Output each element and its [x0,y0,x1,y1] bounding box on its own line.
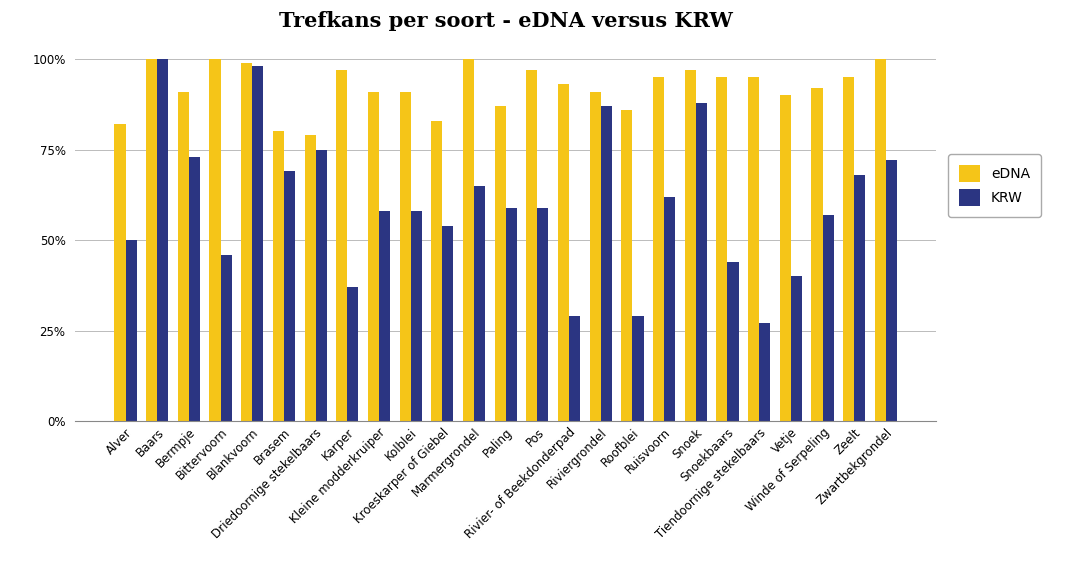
Bar [822,215,834,421]
Bar [368,92,379,421]
Bar [569,316,580,421]
Bar [684,70,696,421]
Bar [189,157,200,421]
Bar [273,132,284,421]
Bar [526,70,537,421]
Bar [284,171,295,421]
Bar [537,208,549,421]
Bar [399,92,411,421]
Bar [315,150,327,421]
Bar [727,262,738,421]
Bar [157,59,168,421]
Bar [506,208,516,421]
Bar [241,63,252,421]
Bar [590,92,600,421]
Bar [558,84,569,421]
Bar [811,88,822,421]
Bar [886,160,897,421]
Bar [252,66,264,421]
Bar [854,175,865,421]
Bar [696,102,707,421]
Legend: eDNA, KRW: eDNA, KRW [948,154,1042,217]
Bar [221,254,231,421]
Bar [760,324,770,421]
Bar [178,92,189,421]
Bar [126,240,137,421]
Bar [114,124,126,421]
Bar [336,70,348,421]
Bar [791,276,802,421]
Title: Trefkans per soort - eDNA versus KRW: Trefkans per soort - eDNA versus KRW [279,11,733,31]
Bar [475,186,485,421]
Bar [463,59,475,421]
Bar [664,197,676,421]
Bar [621,110,633,421]
Bar [431,121,442,421]
Bar [875,59,886,421]
Bar [379,211,391,421]
Bar [495,106,506,421]
Bar [844,77,854,421]
Bar [442,226,453,421]
Bar [348,287,358,421]
Bar [210,59,221,421]
Bar [146,59,157,421]
Bar [780,95,791,421]
Bar [633,316,643,421]
Bar [305,135,315,421]
Bar [748,77,760,421]
Bar [653,77,664,421]
Bar [717,77,727,421]
Bar [600,106,612,421]
Bar [411,211,422,421]
